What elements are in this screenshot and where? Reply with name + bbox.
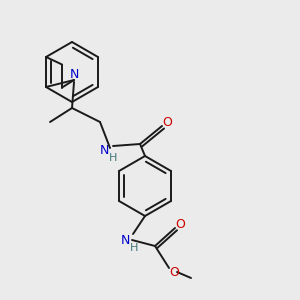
Text: O: O [162,116,172,130]
Text: H: H [130,243,138,253]
Text: O: O [169,266,179,280]
Text: N: N [120,233,130,247]
Text: O: O [175,218,185,230]
Text: H: H [109,153,117,163]
Text: N: N [99,145,109,158]
Text: N: N [69,68,79,82]
